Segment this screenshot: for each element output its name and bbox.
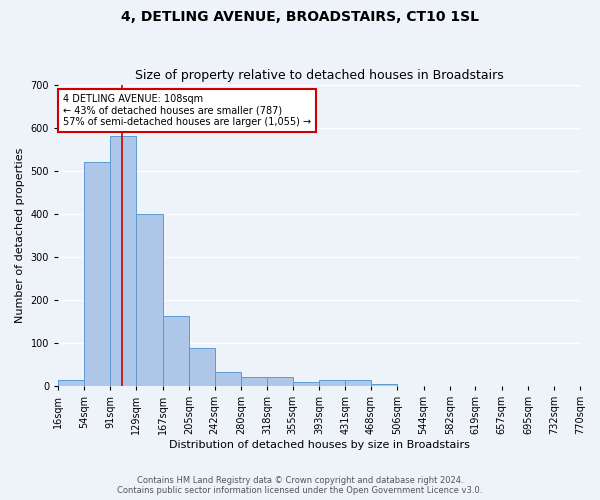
Bar (241, 377, 267, 386)
Bar (58, 380, 85, 386)
Bar (215, 372, 241, 386)
Bar (110, 136, 136, 386)
Bar (293, 382, 319, 386)
Title: Size of property relative to detached houses in Broadstairs: Size of property relative to detached ho… (134, 69, 503, 82)
Text: 4 DETLING AVENUE: 108sqm
← 43% of detached houses are smaller (787)
57% of semi-: 4 DETLING AVENUE: 108sqm ← 43% of detach… (64, 94, 311, 127)
Bar (346, 380, 371, 386)
Bar (189, 348, 215, 386)
Bar (267, 377, 293, 386)
Text: 4, DETLING AVENUE, BROADSTAIRS, CT10 1SL: 4, DETLING AVENUE, BROADSTAIRS, CT10 1SL (121, 10, 479, 24)
Bar (85, 162, 110, 386)
Text: Contains HM Land Registry data © Crown copyright and database right 2024.
Contai: Contains HM Land Registry data © Crown c… (118, 476, 482, 495)
Y-axis label: Number of detached properties: Number of detached properties (15, 148, 25, 323)
Bar (319, 380, 346, 386)
X-axis label: Distribution of detached houses by size in Broadstairs: Distribution of detached houses by size … (169, 440, 469, 450)
Bar (136, 214, 163, 386)
Bar (163, 316, 189, 386)
Bar (371, 384, 397, 386)
